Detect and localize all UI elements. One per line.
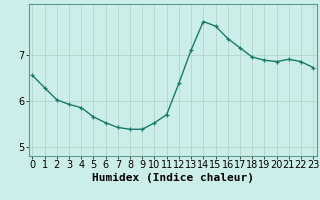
X-axis label: Humidex (Indice chaleur): Humidex (Indice chaleur) — [92, 173, 254, 183]
